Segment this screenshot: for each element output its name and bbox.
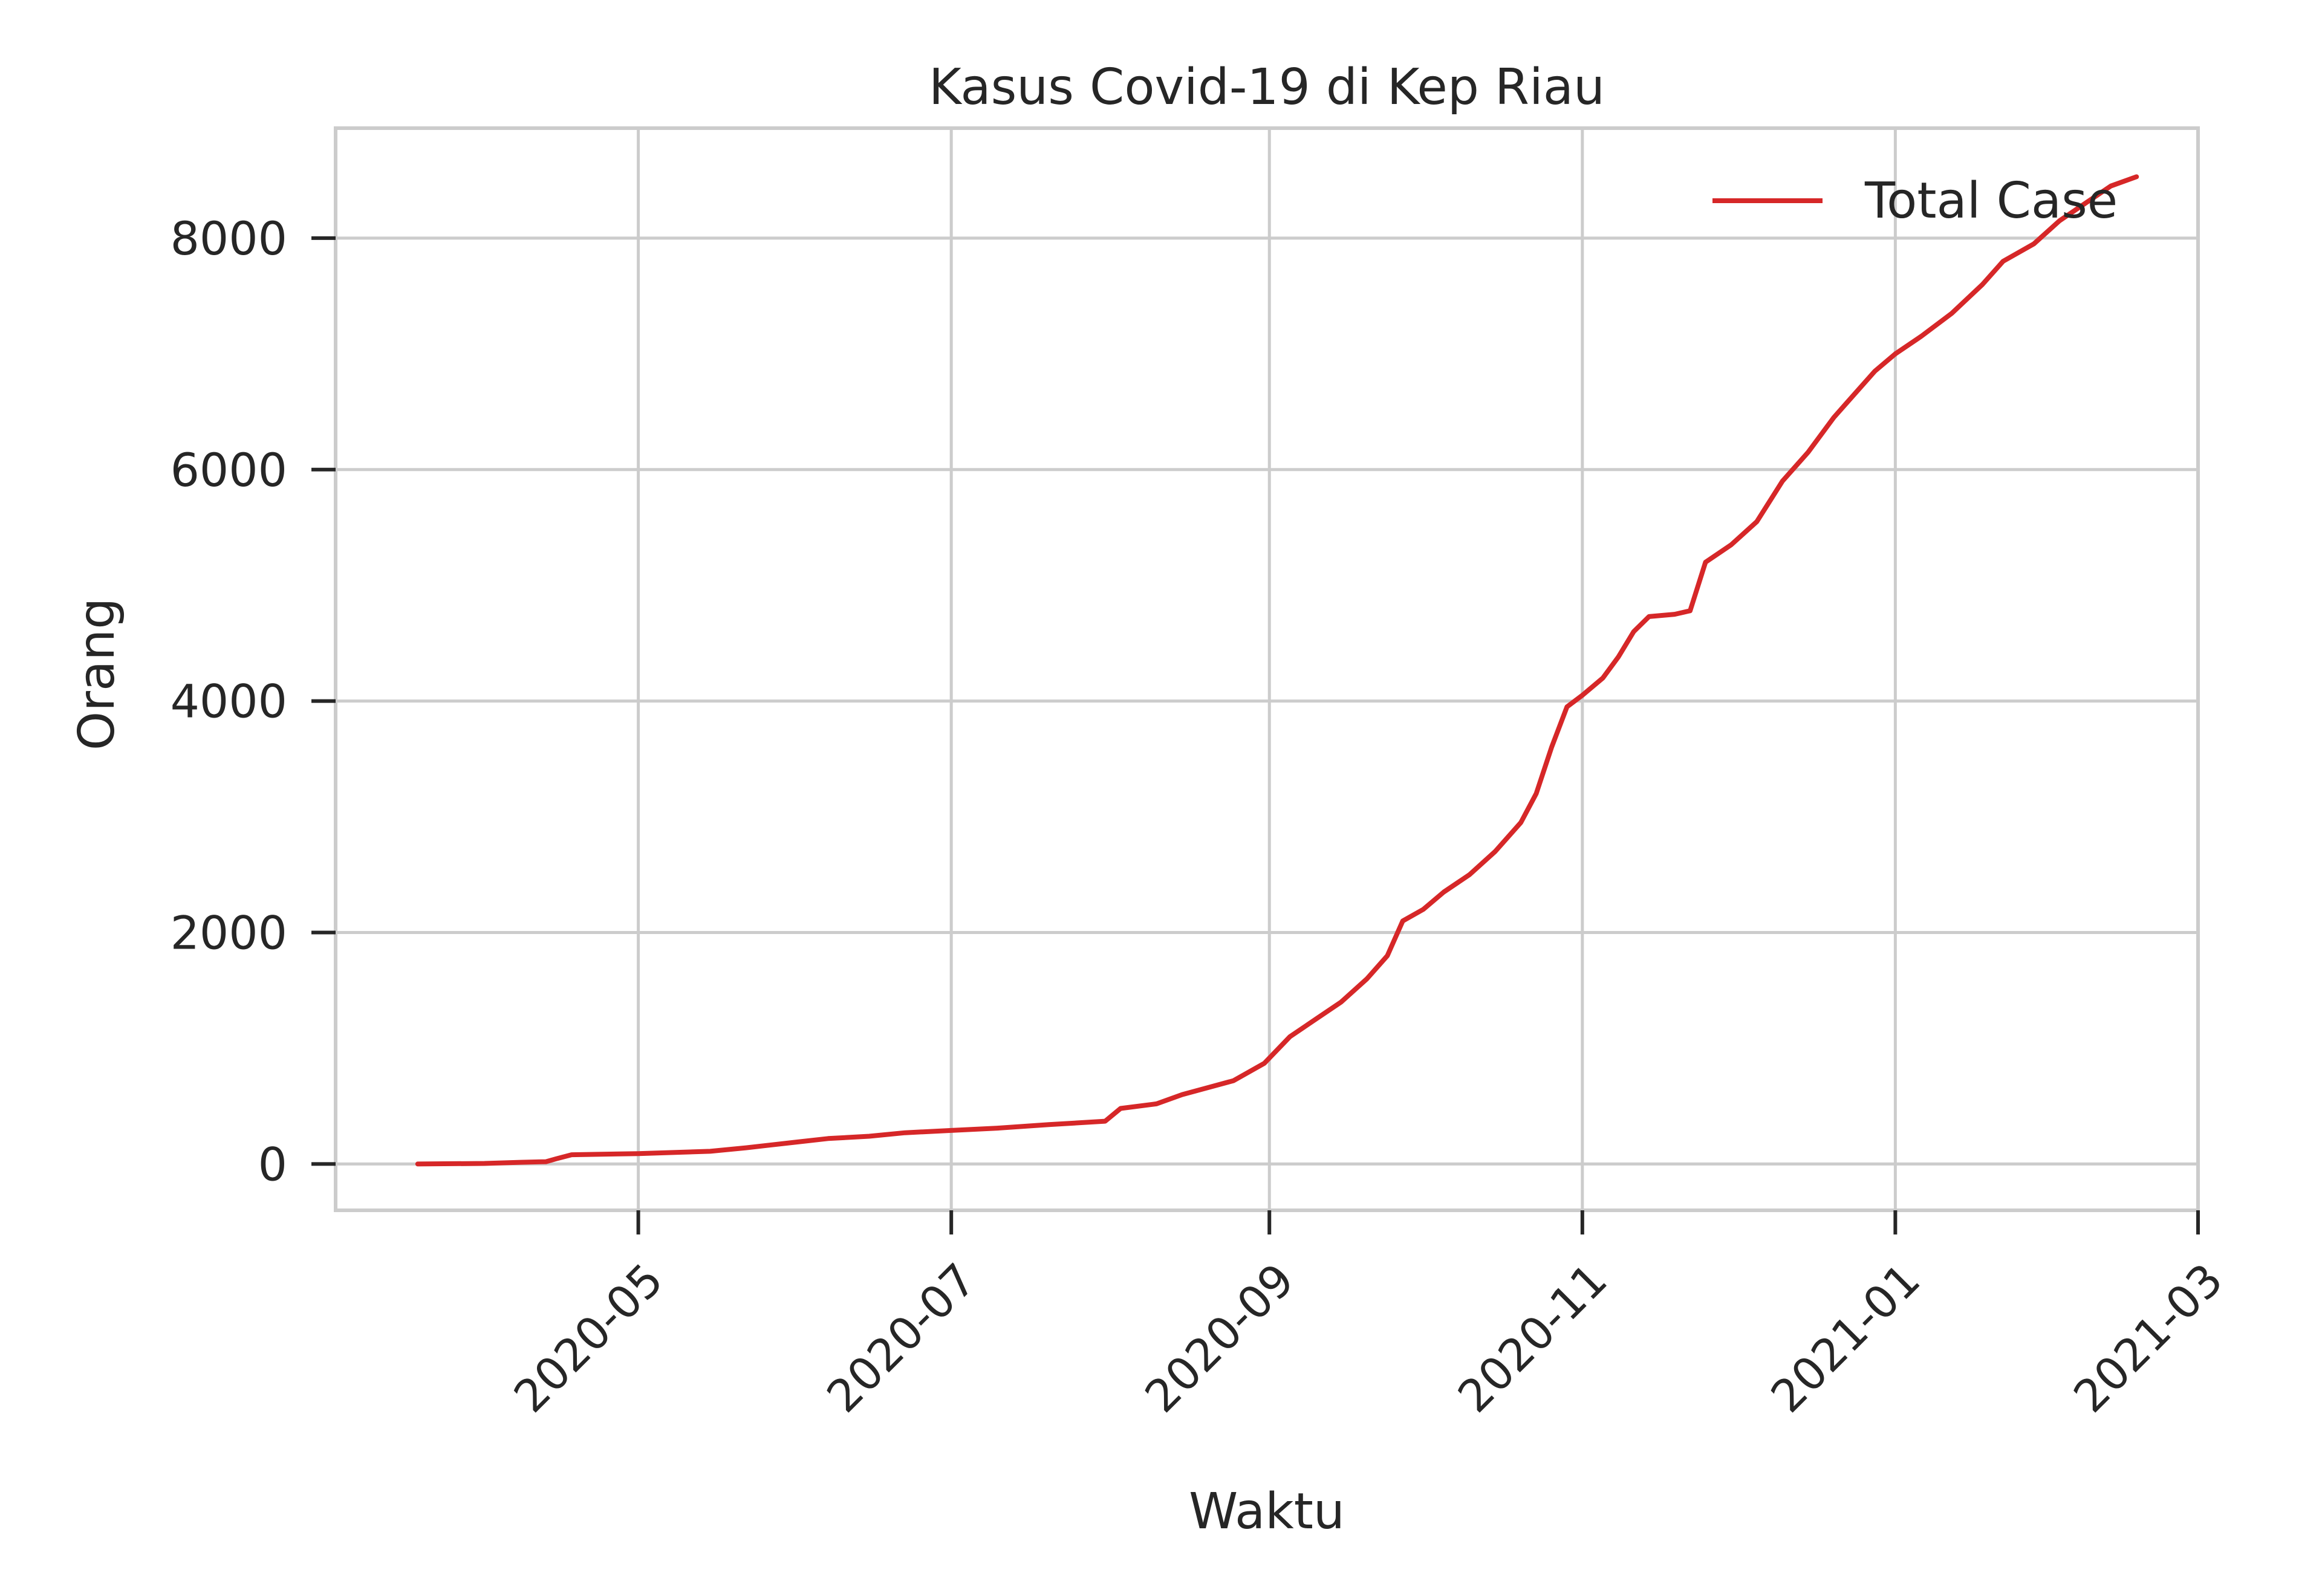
data-point — [519, 1161, 522, 1164]
data-point — [1616, 655, 1620, 659]
data-point — [1581, 693, 1584, 697]
data-point — [1647, 615, 1651, 618]
data-point — [1919, 335, 1923, 339]
data-point — [637, 1152, 640, 1155]
data-point — [867, 1135, 871, 1138]
data-point — [1468, 873, 1471, 877]
y-tick-label: 6000 — [171, 443, 287, 497]
y-tick-label: 0 — [258, 1137, 287, 1191]
data-point — [1755, 520, 1758, 524]
data-point — [1550, 745, 1553, 749]
data-point — [1314, 1017, 1318, 1021]
x-axis-label: Waktu — [1189, 1483, 1345, 1540]
data-point — [1155, 1102, 1159, 1106]
data-point — [570, 1153, 573, 1156]
data-point — [483, 1162, 486, 1166]
data-point — [1704, 560, 1708, 564]
data-point — [1385, 954, 1389, 958]
data-point — [1263, 1062, 1266, 1065]
data-point — [1401, 919, 1405, 923]
data-point — [708, 1149, 712, 1153]
data-point — [1632, 630, 1636, 634]
data-point — [949, 1129, 953, 1132]
data-point — [1442, 890, 1446, 894]
x-tick-label: 2020-05 — [504, 1254, 673, 1422]
data-point — [1339, 1000, 1343, 1004]
legend: Total Case — [1712, 172, 2118, 230]
data-point — [2032, 242, 2036, 245]
data-point — [1601, 676, 1605, 680]
data-point — [1893, 352, 1897, 355]
x-tick-label: 2020-09 — [1136, 1254, 1304, 1422]
data-point — [1729, 543, 1733, 547]
data-point — [1688, 609, 1692, 612]
x-tick-label: 2020-07 — [817, 1254, 986, 1422]
data-point — [1180, 1093, 1184, 1097]
data-point — [1873, 369, 1877, 373]
data-point — [1981, 282, 1985, 286]
data-point — [1673, 612, 1677, 616]
data-point — [1104, 1120, 1107, 1123]
y-tick-label: 4000 — [171, 675, 287, 728]
data-point — [1206, 1086, 1209, 1089]
data-point — [1288, 1035, 1292, 1039]
data-point — [2135, 175, 2138, 178]
data-point — [1853, 392, 1856, 396]
plot-area-frame — [334, 126, 2200, 1212]
data-point — [416, 1162, 420, 1166]
data-point — [1781, 479, 1784, 483]
legend-label-total-case: Total Case — [1864, 172, 2118, 230]
data-point — [996, 1126, 1000, 1130]
y-tick-label: 2000 — [171, 906, 287, 960]
data-point — [1806, 450, 1810, 454]
chart-title: Kasus Covid-19 di Kep Riau — [929, 59, 1605, 116]
x-tick-label: 2021-03 — [2064, 1254, 2233, 1422]
data-point — [796, 1140, 799, 1144]
data-point — [1494, 850, 1497, 854]
y-axis-label: Orang — [68, 598, 126, 751]
data-point — [1535, 792, 1538, 796]
data-point — [1832, 416, 1836, 420]
series-layer — [415, 174, 2139, 1167]
data-point — [1519, 821, 1523, 825]
data-point — [1047, 1123, 1050, 1126]
data-point — [1232, 1079, 1235, 1083]
data-point — [744, 1146, 748, 1150]
data-point — [1950, 311, 1954, 315]
axis-ticks: 2020-05 2020-07 2020-09 2020-11 2021-01 2021-… — [171, 212, 2233, 1422]
data-point — [827, 1137, 830, 1140]
data-point — [1365, 977, 1369, 981]
series-line-total-case — [415, 174, 2139, 1167]
gridlines — [336, 128, 2200, 1210]
y-tick-label: 8000 — [171, 212, 287, 265]
x-tick-label: 2021-01 — [1761, 1254, 1930, 1422]
data-point — [2002, 259, 2005, 263]
data-point — [554, 1157, 558, 1161]
data-point — [1565, 705, 1569, 709]
data-point — [1119, 1107, 1122, 1111]
data-point — [903, 1131, 907, 1135]
data-point — [1422, 907, 1425, 911]
x-tick-label: 2020-11 — [1448, 1254, 1617, 1422]
data-point — [544, 1160, 548, 1164]
